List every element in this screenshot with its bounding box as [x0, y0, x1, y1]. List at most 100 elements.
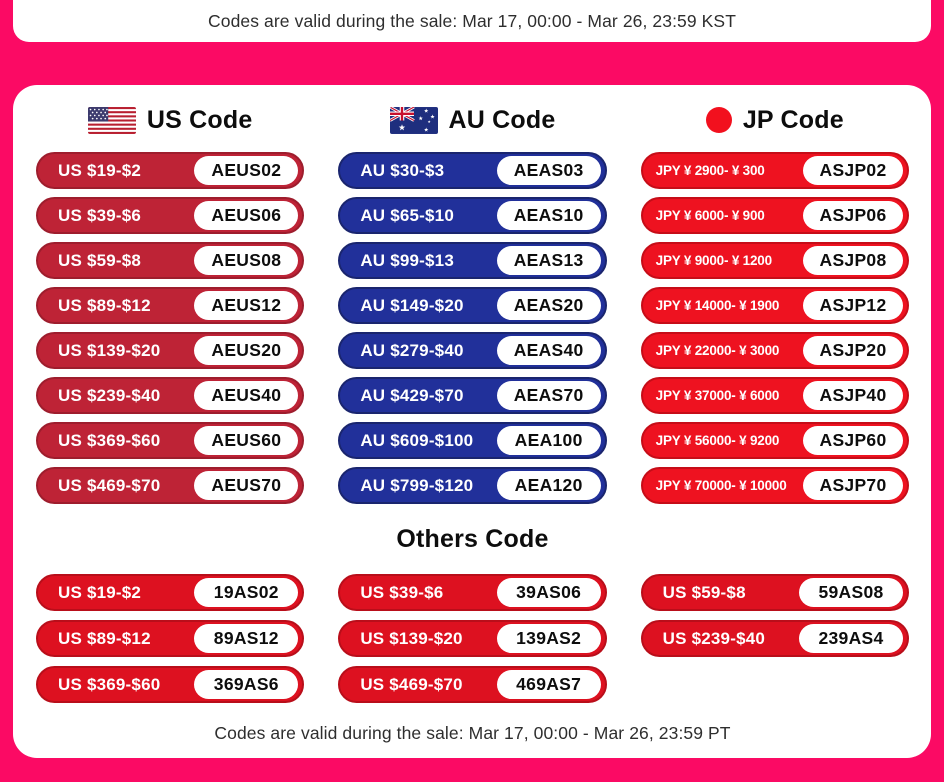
coupon-code[interactable]: AEUS60 [194, 426, 299, 455]
coupon-amount-label: US $59-$8 [58, 250, 142, 270]
column-title: AU Code [448, 105, 556, 134]
coupon-pill[interactable]: AU $429-$70 AEAS70 [338, 377, 607, 414]
coupon-amount-label: US $89-$12 [58, 628, 151, 648]
coupon-code[interactable]: ASJP40 [803, 381, 903, 410]
column-headers: US Code [36, 97, 909, 143]
coupon-pill[interactable]: US $89-$12 89AS12 [36, 620, 305, 657]
coupon-code[interactable]: AEAS40 [496, 336, 601, 365]
jp-circle-icon [705, 107, 732, 133]
coupon-code[interactable]: 239AS4 [799, 624, 903, 653]
coupon-pill[interactable]: US $39-$6 39AS06 [338, 574, 607, 611]
jp-code-header: JP Code [641, 106, 909, 135]
coupon-pill[interactable]: US $139-$20 139AS2 [338, 620, 607, 657]
jp-coupon-column: JPY ¥ 2900- ¥ 300 ASJP02 JPY ¥ 6000- ¥ 900… [640, 152, 909, 504]
coupon-code[interactable]: ASJP06 [803, 201, 903, 230]
coupon-pill[interactable]: JPY ¥ 70000- ¥ 10000 ASJP70 [640, 467, 909, 504]
coupon-code[interactable]: AEAS10 [496, 201, 601, 230]
coupon-code[interactable]: AEA100 [496, 426, 601, 455]
coupon-pill[interactable]: JPY ¥ 56000- ¥ 9200 ASJP60 [640, 422, 909, 459]
coupon-code[interactable]: ASJP70 [803, 471, 903, 500]
coupon-amount-label: US $369-$60 [58, 674, 161, 694]
coupon-code[interactable]: 89AS12 [194, 624, 299, 653]
coupon-code[interactable]: AEAS03 [496, 156, 601, 185]
coupon-amount-label: US $139-$20 [58, 340, 161, 360]
coupon-code[interactable]: ASJP60 [803, 426, 903, 455]
coupon-amount-label: US $369-$60 [58, 430, 161, 450]
coupon-pill[interactable]: AU $30-$3 AEAS03 [338, 152, 607, 189]
coupon-pill[interactable]: US $469-$70 AEUS70 [36, 467, 305, 504]
coupon-code[interactable]: AEUS08 [194, 246, 299, 275]
sale-validity-kst: Codes are valid during the sale: Mar 17,… [208, 10, 736, 31]
sale-validity-pt: Codes are valid during the sale: Mar 17,… [214, 723, 731, 743]
coupon-pill[interactable]: AU $799-$120 AEA120 [338, 467, 607, 504]
column-title: US Code [146, 105, 253, 134]
coupon-pill[interactable]: US $89-$12 AEUS12 [36, 287, 305, 324]
coupon-pill[interactable]: US $19-$2 AEUS02 [36, 152, 305, 189]
coupon-code[interactable]: 139AS2 [496, 624, 601, 653]
coupon-pill[interactable]: AU $149-$20 AEAS20 [338, 287, 607, 324]
main-coupons-grid: US $19-$2 AEUS02 US $39-$6 AEUS06 US $59-$8 A… [36, 152, 909, 504]
coupon-code[interactable]: AEAS13 [496, 246, 601, 275]
coupon-amount-label: JPY ¥ 9000- ¥ 1200 [655, 253, 772, 268]
coupon-pill[interactable]: US $139-$20 AEUS20 [36, 332, 305, 369]
others-grid: US $19-$2 19AS02 US $39-$6 39AS06 US $59-$8 5… [36, 574, 909, 703]
top-validity-banner: Codes are valid during the sale: Mar 17,… [13, 0, 931, 42]
coupon-code[interactable]: 369AS6 [194, 670, 299, 699]
coupon-amount-label: JPY ¥ 22000- ¥ 3000 [655, 343, 780, 358]
coupon-pill[interactable]: AU $279-$40 AEAS40 [338, 332, 607, 369]
coupon-pill[interactable]: JPY ¥ 6000- ¥ 900 ASJP06 [640, 197, 909, 234]
au-code-header: AU Code [338, 106, 606, 135]
coupon-pill[interactable]: US $469-$70 469AS7 [338, 666, 607, 703]
coupon-code[interactable]: 39AS06 [496, 578, 601, 607]
coupon-amount-label: JPY ¥ 70000- ¥ 10000 [655, 478, 787, 493]
coupon-amount-label: AU $609-$100 [360, 430, 474, 450]
coupon-pill[interactable]: US $369-$60 369AS6 [36, 666, 305, 703]
coupon-pill[interactable]: JPY ¥ 2900- ¥ 300 ASJP02 [640, 152, 909, 189]
coupon-pill[interactable]: US $19-$2 19AS02 [36, 574, 305, 611]
coupon-amount-label: US $139-$20 [360, 628, 463, 648]
coupon-code[interactable]: 59AS08 [799, 578, 903, 607]
coupon-code[interactable]: AEAS70 [496, 381, 601, 410]
coupon-code[interactable]: AEA120 [496, 471, 601, 500]
coupon-code[interactable]: 19AS02 [194, 578, 299, 607]
coupon-pill[interactable]: JPY ¥ 14000- ¥ 1900 ASJP12 [640, 287, 909, 324]
coupon-pill[interactable]: US $59-$8 59AS08 [640, 574, 909, 611]
us-coupon-column: US $19-$2 AEUS02 US $39-$6 AEUS06 US $59-$8 A… [36, 152, 305, 504]
coupon-pill[interactable]: US $239-$40 239AS4 [640, 620, 909, 657]
coupon-code[interactable]: ASJP20 [803, 336, 903, 365]
coupon-code[interactable]: AEUS06 [194, 201, 299, 230]
coupon-amount-label: US $39-$6 [360, 582, 444, 602]
coupon-code[interactable]: AEUS40 [194, 381, 299, 410]
coupon-pill[interactable]: US $369-$60 AEUS60 [36, 422, 305, 459]
coupon-code[interactable]: 469AS7 [496, 670, 601, 699]
us-flag-icon [87, 106, 136, 134]
coupon-amount-label: AU $799-$120 [360, 475, 474, 495]
coupon-amount-label: AU $279-$40 [360, 340, 464, 360]
coupon-code[interactable]: AEUS20 [194, 336, 299, 365]
coupon-amount-label: AU $65-$10 [360, 205, 454, 225]
coupon-code[interactable]: AEUS70 [194, 471, 299, 500]
coupon-amount-label: US $239-$40 [58, 385, 161, 405]
coupon-card: US Code [13, 85, 931, 758]
coupon-pill[interactable]: US $59-$8 AEUS08 [36, 242, 305, 279]
coupon-pill[interactable]: JPY ¥ 9000- ¥ 1200 ASJP08 [640, 242, 909, 279]
coupon-pill[interactable]: JPY ¥ 37000- ¥ 6000 ASJP40 [640, 377, 909, 414]
coupon-amount-label: JPY ¥ 14000- ¥ 1900 [655, 298, 780, 313]
coupon-amount-label: AU $30-$3 [360, 160, 445, 180]
coupon-amount-label: JPY ¥ 56000- ¥ 9200 [655, 433, 780, 448]
coupon-amount-label: US $19-$2 [58, 582, 142, 602]
coupon-pill[interactable]: US $39-$6 AEUS06 [36, 197, 305, 234]
coupon-pill[interactable]: AU $99-$13 AEAS13 [338, 242, 607, 279]
coupon-code[interactable]: AEAS20 [496, 291, 601, 320]
coupon-code[interactable]: AEUS02 [194, 156, 299, 185]
coupon-pill[interactable]: US $239-$40 AEUS40 [36, 377, 305, 414]
coupon-code[interactable]: ASJP12 [803, 291, 903, 320]
coupon-pill[interactable]: JPY ¥ 22000- ¥ 3000 ASJP20 [640, 332, 909, 369]
coupon-amount-label: JPY ¥ 37000- ¥ 6000 [655, 388, 780, 403]
coupon-amount-label: US $469-$70 [58, 475, 161, 495]
coupon-pill[interactable]: AU $609-$100 AEA100 [338, 422, 607, 459]
coupon-pill[interactable]: AU $65-$10 AEAS10 [338, 197, 607, 234]
coupon-code[interactable]: AEUS12 [194, 291, 299, 320]
coupon-code[interactable]: ASJP02 [803, 156, 903, 185]
coupon-code[interactable]: ASJP08 [803, 246, 903, 275]
